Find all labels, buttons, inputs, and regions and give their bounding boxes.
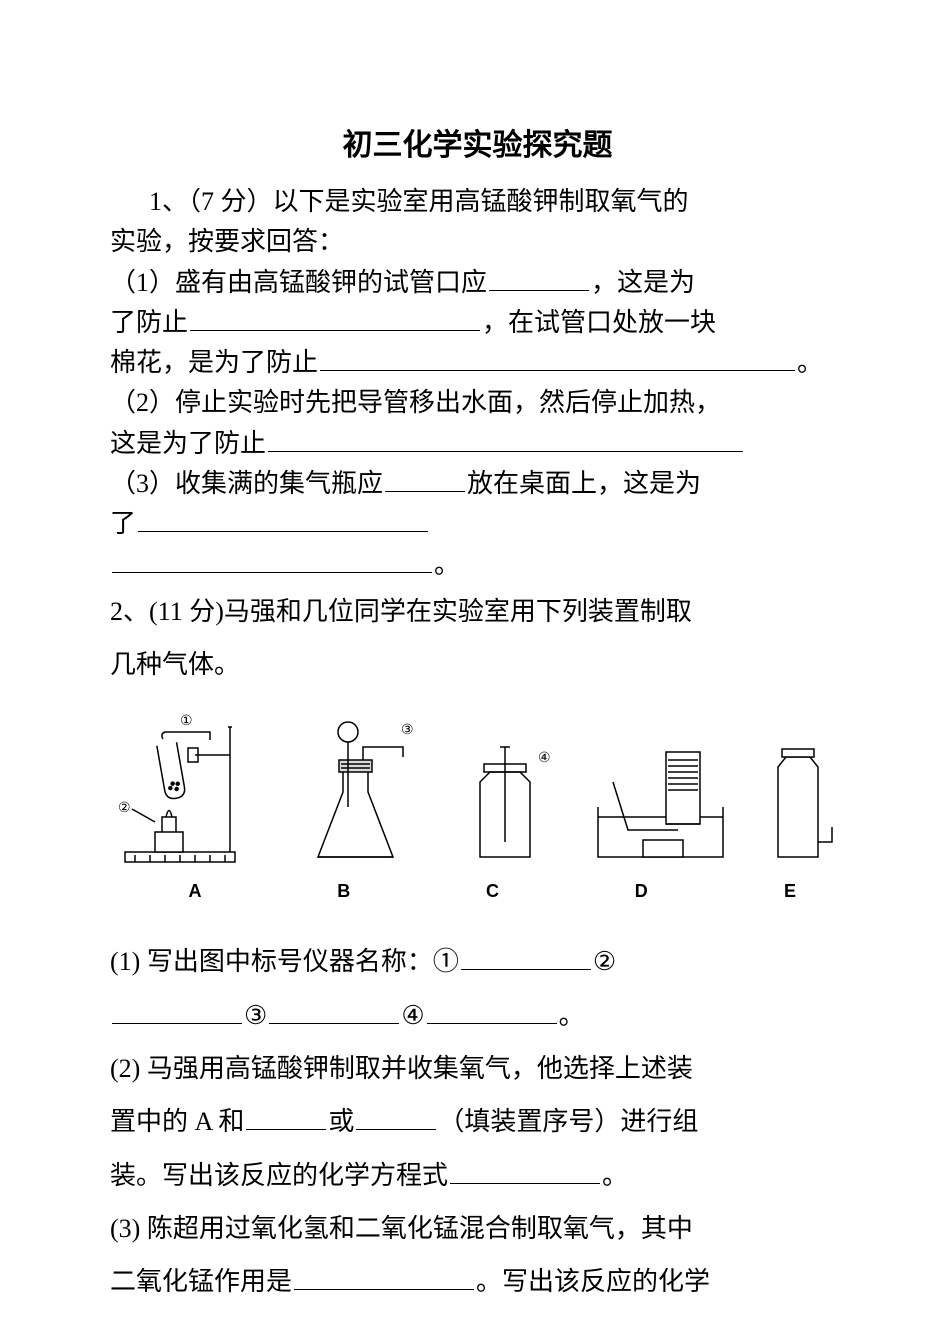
q1-part3-line1: （3）收集满的集气瓶应 放在桌面上，这是为 (110, 464, 845, 504)
apparatus-a-svg: ① ② (110, 712, 265, 867)
question-2: 2、(11 分)马强和几位同学在实验室用下列装置制取 几种气体。 (110, 585, 845, 1309)
blank (246, 1104, 326, 1130)
blank (112, 998, 242, 1024)
blank (320, 345, 795, 371)
apparatus-c: ④ (450, 712, 560, 867)
q1-part3-line3: 。 (110, 545, 845, 585)
q2-part2-line1: (2) 马强用高锰酸钾制取并收集氧气，他选择上述装 (110, 1042, 845, 1095)
q2-p3-c: 。写出该反应的化学 (476, 1267, 710, 1296)
blank (190, 305, 480, 331)
blank (269, 998, 399, 1024)
apparatus-d (588, 712, 733, 867)
q1-p3-c: 了 (110, 509, 136, 538)
marker-3-text: ③ (401, 723, 414, 738)
q2-lead-b: 几种气体。 (110, 638, 845, 691)
marker-4-text: ④ (538, 751, 551, 766)
page-title: 初三化学实验探究题 (110, 120, 845, 164)
apparatus-e (760, 712, 845, 867)
q1-p3-d: 。 (434, 550, 460, 579)
q1-part2-line2: 这是为了防止 (110, 424, 845, 464)
q1-p1-a: （1）盛有由高锰酸钾的试管口应 (110, 268, 487, 297)
apparatus-a: ① ② (110, 712, 265, 867)
q2-p1-d: ④ (401, 989, 424, 1042)
label-e: E (775, 873, 805, 910)
blank (461, 944, 591, 970)
q1-part3-line2: 了 (110, 504, 845, 544)
q2-part1-line2: ③ ④ 。 (110, 989, 845, 1042)
blank (385, 466, 465, 492)
q2-p2-f: 。 (602, 1161, 628, 1190)
apparatus-c-svg: ④ (450, 712, 560, 867)
label-c: C (478, 873, 508, 910)
apparatus-e-svg (760, 712, 845, 867)
label-b: B (329, 873, 359, 910)
blank (112, 547, 432, 573)
q2-p2-b: 置中的 A 和 (110, 1107, 244, 1136)
marker-1-text: ① (180, 714, 193, 729)
q2-p1-a: (1) 写出图中标号仪器名称：① (110, 947, 459, 976)
blank (294, 1264, 474, 1290)
blank (268, 426, 743, 452)
q2-p3-b: 二氧化锰作用是 (110, 1267, 292, 1296)
question-1: 1、（7 分）以下是实验室用高锰酸钾制取氧气的 实验，按要求回答： （1）盛有由… (110, 182, 845, 585)
q1-lead-b: 实验，按要求回答： (110, 222, 845, 262)
apparatus-b-svg: ③ (293, 712, 423, 867)
q1-p3-a: （3）收集满的集气瓶应 (110, 469, 383, 498)
q1-part2-line1: （2）停止实验时先把导管移出水面，然后停止加热， (110, 383, 845, 423)
apparatus-b: ③ (293, 712, 423, 867)
q1-p1-c: 了防止 (110, 308, 188, 337)
q2-p1-c: ③ (244, 989, 267, 1042)
q1-p1-b: ，这是为 (591, 268, 695, 297)
q2-p1-e: 。 (559, 1001, 585, 1030)
q1-p3-b: 放在桌面上，这是为 (467, 469, 701, 498)
q1-p1-d: ，在试管口处放一块 (482, 308, 716, 337)
label-d: D (626, 873, 656, 910)
q1-p1-f: 。 (797, 348, 823, 377)
apparatus-diagram-row: ① ② (110, 712, 845, 867)
q1-part1-line3: 棉花，是为了防止 。 (110, 343, 845, 383)
marker-2-text: ② (118, 801, 131, 816)
q2-p2-e: 装。写出该反应的化学方程式 (110, 1161, 448, 1190)
q1-part1-line1: （1）盛有由高锰酸钾的试管口应 ，这是为 (110, 263, 845, 303)
q2-part3-line2: 二氧化锰作用是 。写出该反应的化学 (110, 1255, 845, 1308)
blank (427, 998, 557, 1024)
q2-part3-line1: (3) 陈超用过氧化氢和二氧化锰混合制取氧气，其中 (110, 1202, 845, 1255)
blank (450, 1158, 600, 1184)
apparatus-d-svg (588, 712, 733, 867)
q1-p2-b: 这是为了防止 (110, 429, 266, 458)
q2-part1-line1: (1) 写出图中标号仪器名称：① ② (110, 935, 845, 988)
blank (489, 265, 589, 291)
q2-p2-c: 或 (328, 1107, 354, 1136)
q2-part2-line2: 置中的 A 和 或 （填装置序号）进行组 (110, 1095, 845, 1148)
label-a: A (180, 873, 210, 910)
q1-lead-a: 1、（7 分）以下是实验室用高锰酸钾制取氧气的 (110, 182, 845, 222)
q2-part2-line3: 装。写出该反应的化学方程式 。 (110, 1149, 845, 1202)
blank (138, 506, 428, 532)
q1-p1-e: 棉花，是为了防止 (110, 348, 318, 377)
q2-p2-d: （填装置序号）进行组 (438, 1107, 698, 1136)
apparatus-labels: A B C D E (110, 873, 845, 910)
q1-part1-line2: 了防止 ，在试管口处放一块 (110, 303, 845, 343)
blank (356, 1104, 436, 1130)
q2-lead-a: 2、(11 分)马强和几位同学在实验室用下列装置制取 (110, 585, 845, 638)
q2-p1-b: ② (593, 935, 616, 988)
